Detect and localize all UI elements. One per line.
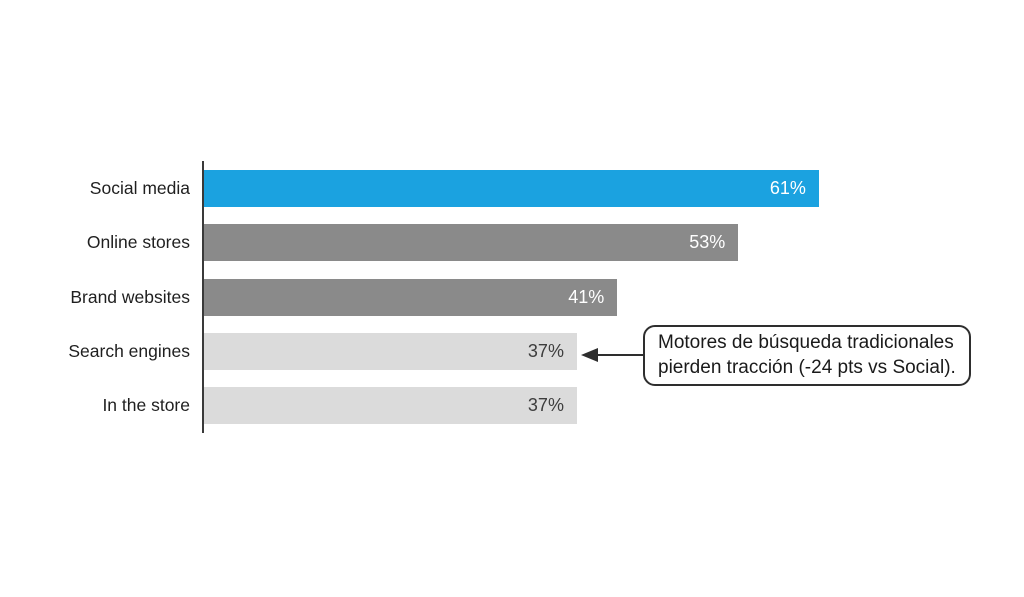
value-label: 41% <box>568 286 605 307</box>
value-label: 61% <box>769 178 806 198</box>
value-label: 37% <box>527 340 564 361</box>
bar-track: 41% <box>204 278 618 316</box>
bar-row: Social media 61% <box>0 170 819 207</box>
annotation-callout: Motores de búsqueda tradicionales pierde… <box>643 325 971 386</box>
bar-brand-websites: 41% <box>204 278 618 316</box>
category-label-search-engines: Search engines <box>68 340 190 361</box>
annotation-text-line1: Motores de búsqueda tradicionales <box>658 332 954 353</box>
annotation-arrow-head-icon <box>581 348 598 362</box>
bar-social-media: 61% <box>204 170 819 207</box>
category-label-in-the-store: In the store <box>102 395 190 416</box>
y-axis-line <box>202 161 204 433</box>
bar-row: In the store 37% <box>0 387 819 425</box>
annotation-text-line2: pierden tracción (-24 pts vs Social). <box>658 357 956 378</box>
bar-track: 37% <box>204 332 577 370</box>
bar-in-the-store: 37% <box>204 387 577 425</box>
bar-track: 61% <box>204 170 819 207</box>
annotation-arrow-line <box>597 354 643 356</box>
category-label-brand-websites: Brand websites <box>70 286 190 307</box>
bar-search-engines: 37% <box>204 332 577 370</box>
bar-row: Search engines 37% <box>0 332 819 370</box>
value-label: 37% <box>527 395 564 416</box>
bar-chart: Social media 61% Online stores 53% Brand web… <box>0 170 819 425</box>
bar-row: Online stores 53% <box>0 224 819 262</box>
category-label-social-media: Social media <box>89 178 190 198</box>
category-label-online-stores: Online stores <box>86 232 190 253</box>
bar-online-stores: 53% <box>204 224 739 262</box>
bar-track: 37% <box>204 387 577 425</box>
bar-row: Brand websites 41% <box>0 278 819 316</box>
bar-track: 53% <box>204 224 739 262</box>
value-label: 53% <box>689 232 726 253</box>
